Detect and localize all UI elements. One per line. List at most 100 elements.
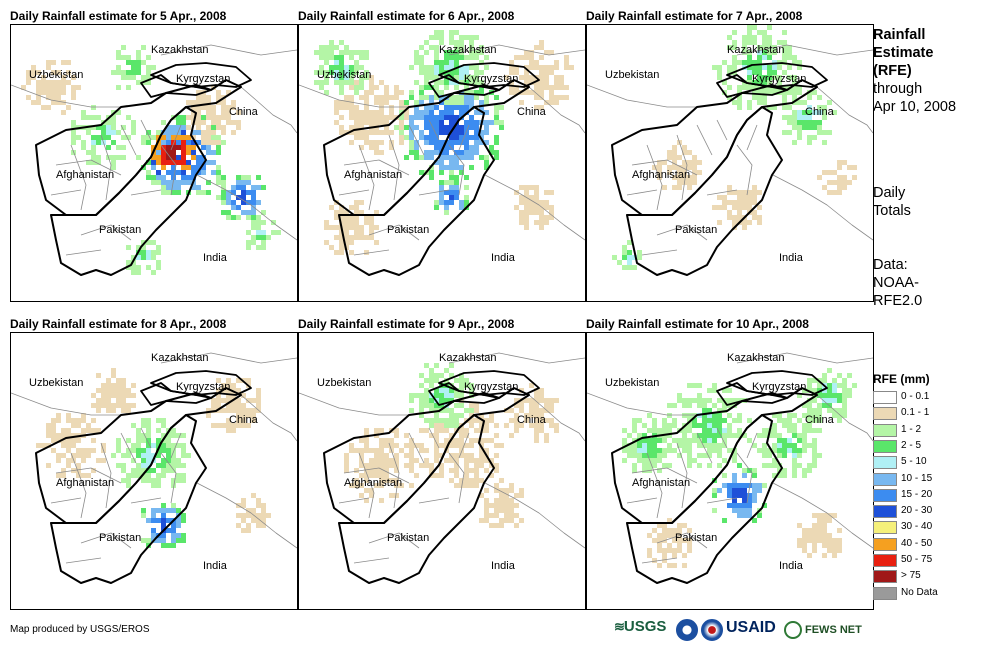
rainfall-cell [429, 45, 434, 50]
rainfall-cell [369, 448, 374, 453]
province-boundary [80, 224, 132, 241]
rainfall-cell [459, 45, 464, 50]
rainfall-cell [757, 75, 762, 80]
rainfall-cell [349, 240, 354, 245]
rainfall-cell [211, 160, 216, 165]
rainfall-cell [429, 75, 434, 80]
rainfall-cell [246, 523, 251, 528]
rainfall-cell [236, 398, 241, 403]
province-boundary [458, 124, 470, 151]
rainfall-cell [344, 100, 349, 105]
rainfall-cell [817, 453, 822, 458]
rainfall-cell [494, 523, 499, 528]
rainfall-cell [156, 443, 161, 448]
rainfall-cell [672, 553, 677, 558]
rainfall-cell [126, 260, 131, 265]
place-label-kazakhstan: Kazakhstan [439, 352, 496, 364]
rainfall-cell [554, 398, 559, 403]
rainfall-cell [842, 383, 847, 388]
rainfall-cell [66, 443, 71, 448]
rainfall-cell [86, 453, 91, 458]
rainfall-cell [344, 210, 349, 215]
rainfall-cell [151, 160, 156, 165]
rainfall-cell [439, 398, 444, 403]
rainfall-cell [71, 125, 76, 130]
rainfall-cell [747, 35, 752, 40]
rainfall-cell [216, 165, 221, 170]
rainfall-cell [339, 215, 344, 220]
rainfall-cell [622, 458, 627, 463]
rainfall-cell [727, 493, 732, 498]
rainfall-cell [524, 50, 529, 55]
rainfall-cell [737, 488, 742, 493]
rainfall-cell [449, 155, 454, 160]
rainfall-cell [622, 250, 627, 255]
rainfall-cell [419, 428, 424, 433]
rainfall-cell [181, 120, 186, 125]
rainfall-cell [747, 25, 752, 30]
rainfall-cell [384, 85, 389, 90]
rainfall-cell [61, 90, 66, 95]
rainfall-cell [46, 443, 51, 448]
rainfall-cell [717, 195, 722, 200]
rainfall-cell [191, 105, 196, 110]
rainfall-cell [384, 443, 389, 448]
rainfall-cell [544, 418, 549, 423]
rainfall-cell [469, 468, 474, 473]
province-boundary [65, 557, 102, 564]
rainfall-cell [647, 553, 652, 558]
rainfall-cell [677, 528, 682, 533]
rainfall-cell [409, 115, 414, 120]
rainfall-cell [256, 245, 261, 250]
rainfall-cell [226, 215, 231, 220]
rainfall-cell [246, 180, 251, 185]
rainfall-cell [544, 403, 549, 408]
rainfall-cell [106, 135, 111, 140]
rainfall-cell [46, 428, 51, 433]
rainfall-cell [647, 448, 652, 453]
rainfall-cell [181, 155, 186, 160]
rainfall-cell [464, 478, 469, 483]
rainfall-cell [389, 95, 394, 100]
rainfall-cell [121, 398, 126, 403]
rainfall-cell [419, 55, 424, 60]
rainfall-cell [329, 205, 334, 210]
legend-label: 50 - 75 [901, 554, 933, 565]
rainfall-cell [474, 65, 479, 70]
rainfall-cell [792, 473, 797, 478]
rainfall-cell [221, 115, 226, 120]
rainfall-cell [276, 230, 281, 235]
rainfall-cell [817, 413, 822, 418]
rainfall-cell [519, 403, 524, 408]
rainfall-cell [454, 100, 459, 105]
rainfall-cell [544, 215, 549, 220]
kazakhstan-boundary [736, 352, 873, 364]
rainfall-cell [464, 200, 469, 205]
rainfall-cell [71, 443, 76, 448]
rainfall-cell [554, 95, 559, 100]
legend-swatch [873, 586, 897, 600]
rainfall-cell [354, 225, 359, 230]
rainfall-cell [454, 150, 459, 155]
province-boundary [736, 144, 753, 196]
rainfall-cell [832, 413, 837, 418]
rainfall-cell [752, 473, 757, 478]
rainfall-cell [529, 75, 534, 80]
rainfall-cell [86, 473, 91, 478]
rainfall-cell [464, 130, 469, 135]
rainfall-cell [121, 45, 126, 50]
rainfall-cell [737, 503, 742, 508]
rainfall-cell [454, 55, 459, 60]
rainfall-cell [802, 533, 807, 538]
rainfall-cell [534, 388, 539, 393]
rainfall-cell [782, 438, 787, 443]
rainfall-cell [802, 528, 807, 533]
rainfall-cell [772, 413, 777, 418]
rainfall-cell [171, 523, 176, 528]
rainfall-cell [817, 538, 822, 543]
rainfall-cell [429, 433, 434, 438]
rainfall-cell [737, 200, 742, 205]
rainfall-cell [374, 453, 379, 458]
